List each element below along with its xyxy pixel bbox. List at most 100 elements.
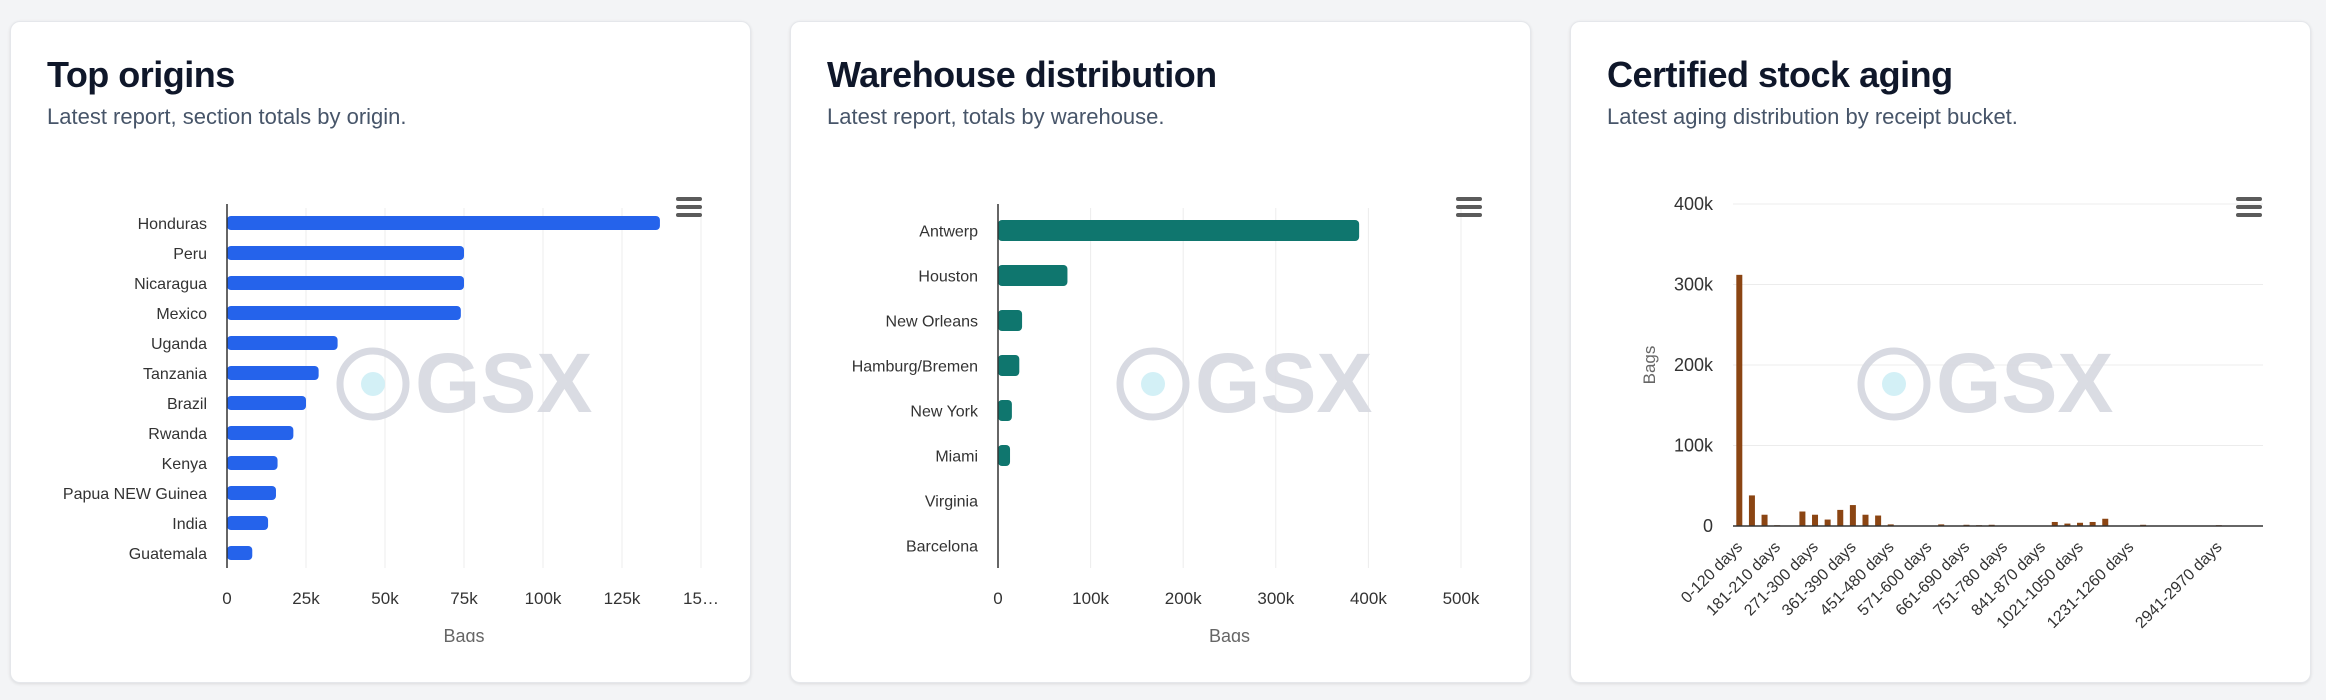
bar — [227, 546, 253, 560]
y-tick-label: 400k — [1674, 194, 1714, 214]
bar — [227, 426, 294, 440]
hamburger-menu-icon[interactable] — [1456, 196, 1482, 218]
top-origins-card: Top origins Latest report, section total… — [10, 21, 751, 683]
bar — [227, 396, 306, 410]
bar — [1938, 524, 1945, 526]
card-title: Warehouse distribution — [827, 54, 1217, 95]
x-tick-label: 400k — [1350, 589, 1387, 608]
watermark-text: GSX — [1936, 336, 2113, 430]
watermark-text: GSX — [1195, 336, 1372, 430]
y-category-label: New Orleans — [886, 314, 978, 331]
y-category-label: Barcelona — [906, 539, 978, 556]
x-tick-label: 300k — [1257, 589, 1294, 608]
x-tick-label: 125k — [604, 589, 641, 608]
bar — [227, 516, 269, 530]
y-tick-label: 300k — [1674, 275, 1714, 295]
x-tick-label: 25k — [292, 589, 320, 608]
bar — [1849, 505, 1856, 526]
compass-center-icon — [1882, 372, 1906, 396]
bar — [2077, 522, 2084, 526]
y-category-label: Honduras — [138, 216, 207, 233]
bar — [1736, 274, 1743, 526]
x-category-label: 2941-2970 days — [2132, 539, 2225, 632]
y-category-label: Uganda — [151, 336, 207, 353]
certified-stock-aging-card: Certified stock aging Latest aging distr… — [1570, 21, 2311, 683]
warehouse-distribution-chart: 0 100k 200k 300k 400k 500k GSX Antwerp Houston Ne… — [852, 204, 1480, 642]
top-origins-chart: 0 25k 50k 75k 100k 125k 15… GSX Honduras Peru Nica… — [63, 204, 719, 642]
bar — [1761, 514, 1768, 526]
bar — [1875, 515, 1882, 526]
compass-logo-icon — [1116, 347, 1190, 421]
card-title: Certified stock aging — [1607, 54, 1953, 95]
bar — [227, 366, 319, 380]
bar — [227, 486, 276, 500]
gsx-watermark: GSX — [1857, 336, 2113, 430]
bar — [998, 355, 1020, 376]
hamburger-menu-icon[interactable] — [676, 196, 702, 218]
y-tick-label: 0 — [1703, 516, 1713, 536]
warehouse-distribution-card: Warehouse distribution Latest report, to… — [790, 21, 1531, 683]
bar — [998, 400, 1012, 421]
y-category-label: Miami — [935, 449, 978, 466]
bar — [227, 336, 338, 350]
bar — [1837, 509, 1844, 526]
y-category-label: Tanzania — [143, 366, 207, 383]
y-category-label: Kenya — [162, 456, 207, 473]
bar — [227, 306, 461, 320]
y-category-label: Guatemala — [129, 546, 207, 563]
x-axis-title: Bags — [443, 626, 484, 642]
x-tick-label: 50k — [371, 589, 399, 608]
bar — [1887, 524, 1894, 526]
compass-logo-icon — [1857, 347, 1931, 421]
x-tick-label: 15… — [683, 589, 719, 608]
compass-center-icon — [361, 372, 385, 396]
bar — [227, 216, 660, 230]
x-tick-label: 75k — [450, 589, 478, 608]
y-category-label: New York — [910, 404, 979, 421]
y-category-label: Brazil — [167, 396, 207, 413]
bar — [1824, 519, 1831, 526]
y-category-label: Houston — [918, 269, 978, 286]
bar — [998, 310, 1023, 331]
compass-logo-icon — [336, 347, 410, 421]
bar — [2064, 523, 2071, 526]
x-category-label: 1231-1260 days — [2044, 539, 2137, 632]
x-tick-label: 100k — [525, 589, 562, 608]
y-axis-title: Bags — [1640, 346, 1659, 385]
bar — [2089, 521, 2096, 526]
y-category-label: Mexico — [156, 306, 207, 323]
bar — [1748, 495, 1755, 526]
bar — [2102, 518, 2109, 526]
y-tick-label: 200k — [1674, 355, 1714, 375]
card-subtitle: Latest aging distribution by receipt buc… — [1607, 104, 2018, 129]
hamburger-menu-icon[interactable] — [2236, 196, 2262, 218]
bar — [998, 220, 1360, 241]
gsx-watermark: GSX — [336, 336, 592, 430]
watermark-text: GSX — [415, 336, 592, 430]
x-axis-title: Bags — [1209, 626, 1250, 642]
y-category-label: Peru — [173, 246, 207, 263]
x-tick-label: 100k — [1072, 589, 1109, 608]
bar — [1812, 514, 1819, 526]
bar — [227, 246, 464, 260]
x-tick-label: 0 — [222, 589, 231, 608]
gsx-watermark: GSX — [1116, 336, 1372, 430]
bar — [1862, 514, 1869, 526]
bar — [227, 276, 464, 290]
x-tick-label: 0 — [993, 589, 1002, 608]
x-tick-label: 500k — [1443, 589, 1480, 608]
x-tick-label: 200k — [1165, 589, 1202, 608]
y-tick-label: 100k — [1674, 436, 1714, 456]
y-category-label: Antwerp — [919, 224, 978, 241]
card-title: Top origins — [47, 54, 235, 95]
card-subtitle: Latest report, totals by warehouse. — [827, 104, 1165, 129]
bar — [998, 265, 1068, 286]
card-subtitle: Latest report, section totals by origin. — [47, 104, 407, 129]
bar — [227, 456, 278, 470]
bar — [2051, 521, 2058, 526]
compass-center-icon — [1141, 372, 1165, 396]
y-category-label: Virginia — [925, 494, 978, 511]
bar — [998, 445, 1011, 466]
y-category-label: India — [172, 516, 207, 533]
